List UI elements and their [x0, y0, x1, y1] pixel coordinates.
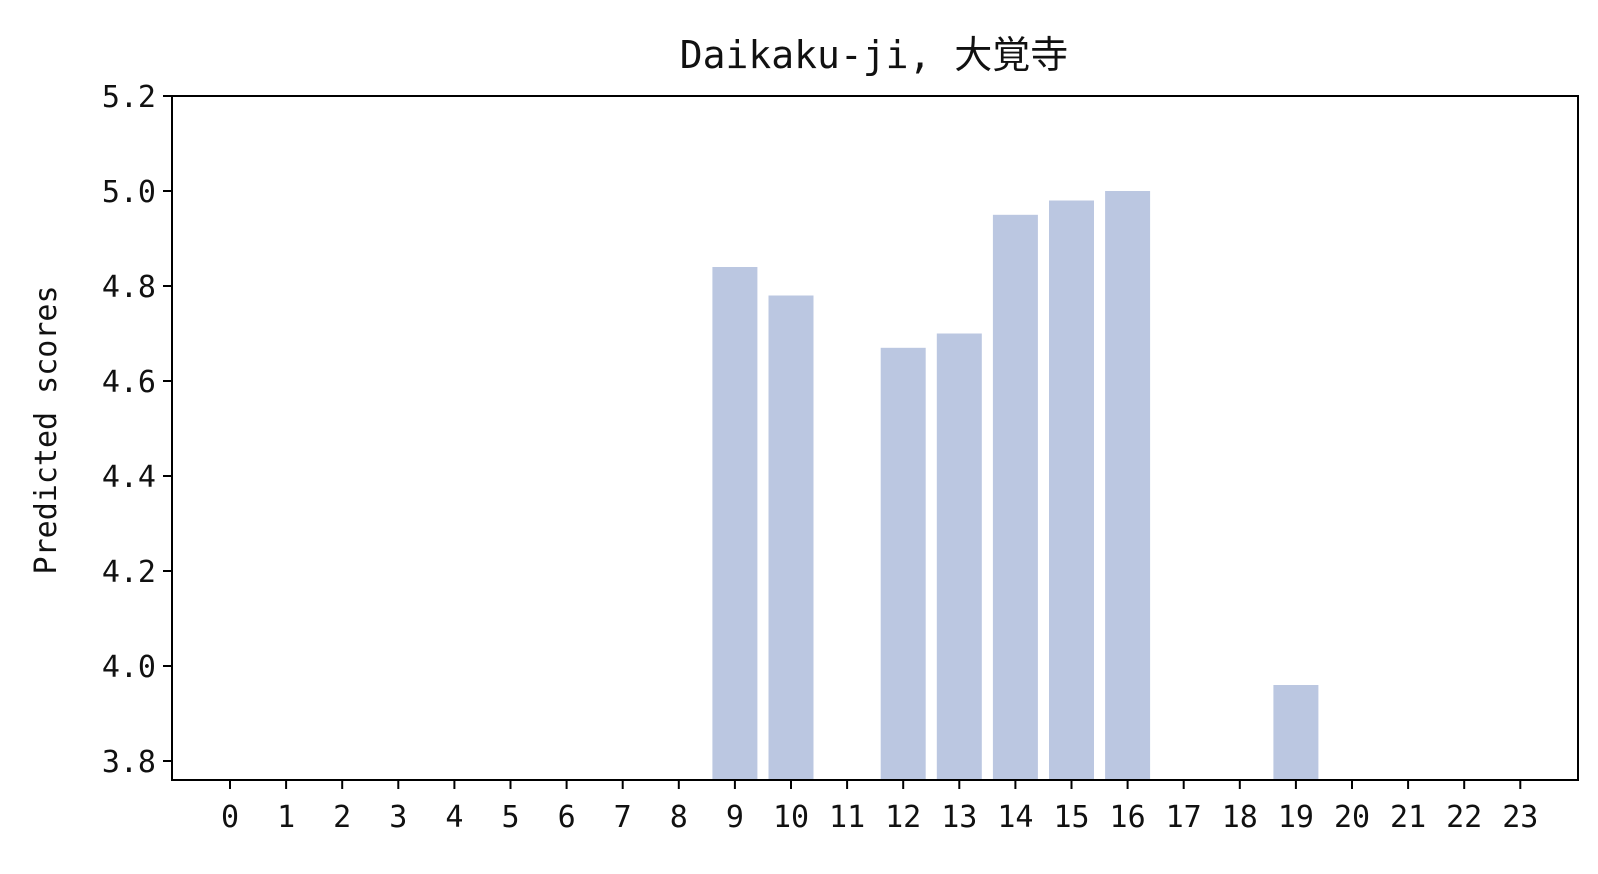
bar-hour-15	[1049, 200, 1094, 780]
y-ticks-layer: 3.8 4.0 4.2 4.4 4.6 4.8 5.0 5.2	[102, 80, 172, 780]
x-tick-label: 2	[333, 800, 351, 835]
x-tick-label: 18	[1222, 800, 1258, 835]
x-tick-label: 21	[1390, 800, 1426, 835]
x-tick-label: 13	[941, 800, 977, 835]
y-tick-label: 4.4	[102, 460, 156, 495]
bar-hour-10	[768, 295, 814, 780]
y-tick-label: 4.6	[102, 365, 156, 400]
x-ticks-layer: 0 1 2 3 4 5 6 7 8 9 10 11 12 13 14 15 16 17 18 19 20 21 22 23	[221, 780, 1538, 835]
y-tick-label: 4.0	[102, 650, 156, 685]
x-tick-label: 22	[1446, 800, 1482, 835]
bar-hour-16	[1105, 191, 1151, 780]
x-tick-label: 15	[1053, 800, 1089, 835]
bar-hour-13	[936, 333, 982, 780]
y-tick-label: 5.2	[102, 80, 156, 115]
x-tick-label: 17	[1166, 800, 1202, 835]
x-tick-label: 4	[445, 800, 463, 835]
y-tick-label: 3.8	[102, 745, 156, 780]
x-tick-label: 1	[277, 800, 295, 835]
x-tick-label: 7	[614, 800, 632, 835]
x-tick-label: 5	[501, 800, 519, 835]
bar-hour-12	[880, 347, 926, 781]
y-tick-label: 4.8	[102, 270, 156, 305]
bar-hour-14	[992, 214, 1038, 781]
axes-layer	[171, 95, 1579, 781]
x-tick-label: 14	[997, 800, 1033, 835]
bar-hour-19	[1273, 685, 1319, 780]
chart-title: Daikaku-ji, 大覚寺	[680, 33, 1069, 77]
x-tick-label: 19	[1278, 800, 1314, 835]
y-axis-label: Predicted scores	[29, 286, 64, 575]
x-tick-label: 0	[221, 800, 239, 835]
bars-layer	[712, 191, 1319, 781]
x-tick-label: 20	[1334, 800, 1370, 835]
y-tick-label: 4.2	[102, 555, 156, 590]
y-tick-label: 5.0	[102, 175, 156, 210]
x-tick-label: 23	[1502, 800, 1538, 835]
x-tick-label: 6	[558, 800, 576, 835]
x-tick-label: 10	[773, 800, 809, 835]
x-tick-label: 16	[1110, 800, 1146, 835]
x-tick-label: 3	[389, 800, 407, 835]
bar-hour-9	[712, 267, 758, 780]
x-tick-label: 12	[885, 800, 921, 835]
x-tick-label: 8	[670, 800, 688, 835]
plot-frame	[171, 95, 1579, 781]
x-tick-label: 11	[829, 800, 865, 835]
x-tick-label: 9	[726, 800, 744, 835]
